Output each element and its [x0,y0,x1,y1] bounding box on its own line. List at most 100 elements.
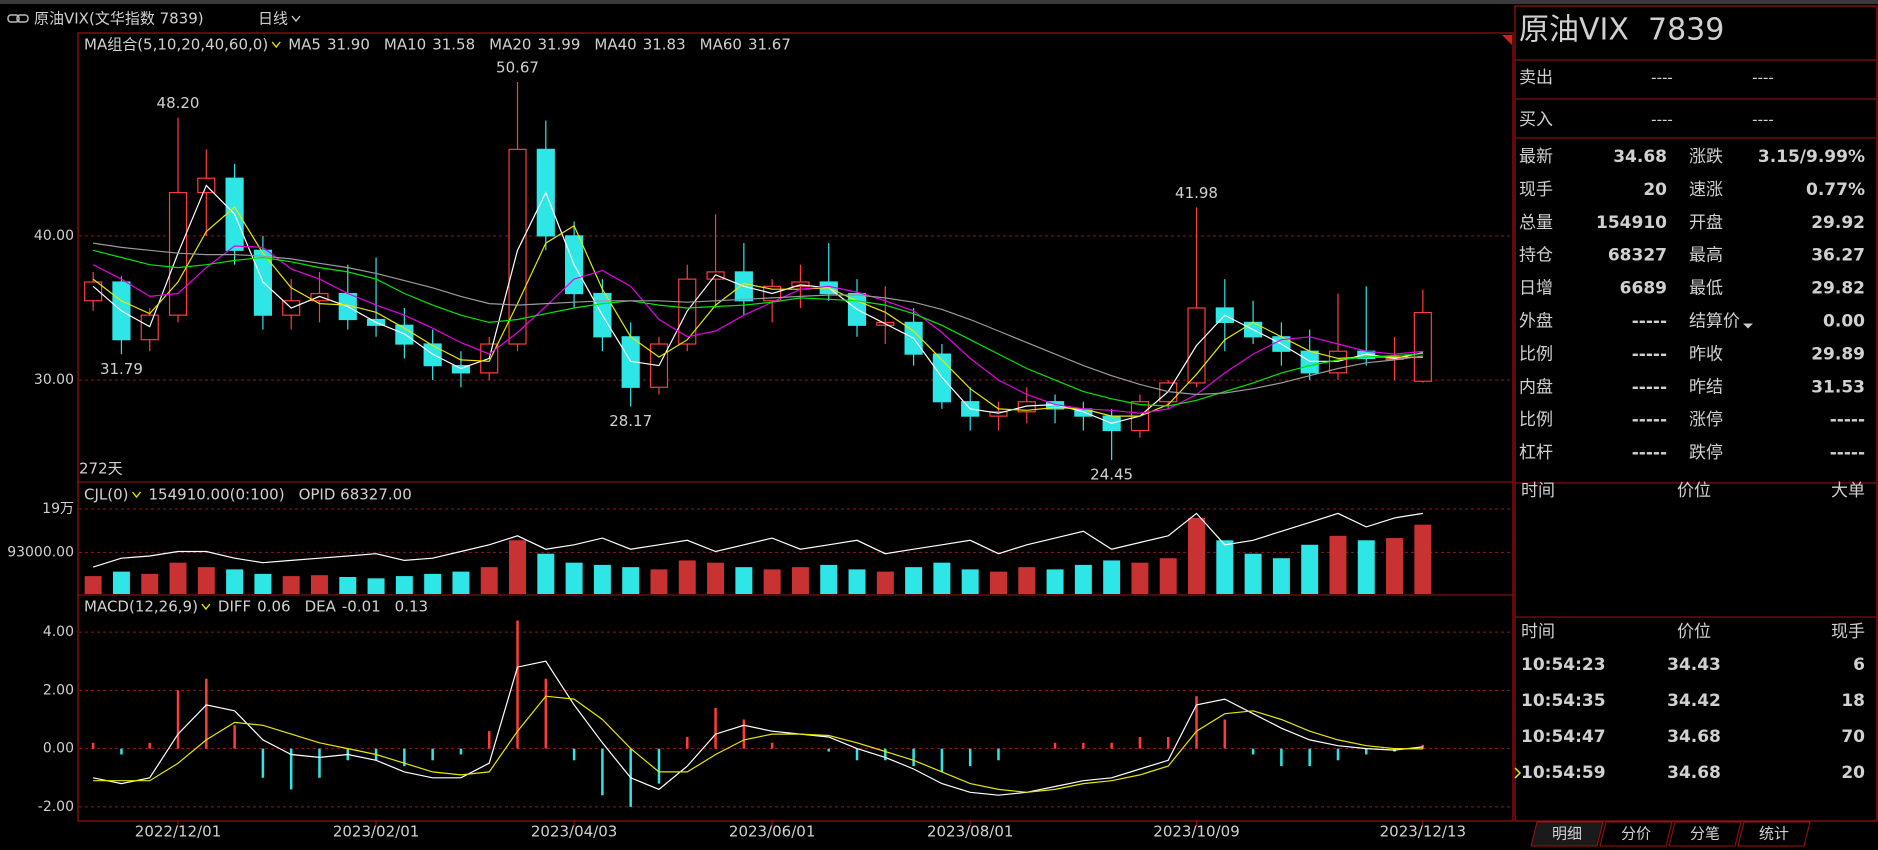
volume-bar [1188,517,1206,594]
volume-bar [1244,553,1262,594]
tab[interactable] [1599,821,1673,847]
quote-value: 6689 [1620,279,1667,299]
legend-name: MA20 [489,36,531,54]
dropdown-arrow[interactable] [1743,323,1753,329]
legend-title: MACD(12,26,9) [84,598,198,616]
quote-label: 杠杆 [1519,443,1553,463]
extreme-label: 48.20 [157,94,200,112]
volume-bar [565,562,583,594]
ma-line [92,206,1423,417]
volume-bar [707,562,725,594]
candle-body [989,411,1008,417]
candle-body [1300,350,1319,374]
x-tick-label: 2023/02/01 [333,823,419,841]
quote-value: 20 [1643,180,1667,200]
volume-bar [593,564,611,594]
quote-label: 外盘 [1519,312,1553,332]
volume-bar [1414,524,1432,594]
bid-ask-label: 卖出 [1519,68,1553,88]
legend-value: 31.83 [643,36,686,54]
volume-bar [1103,560,1121,594]
x-tick-label: 2023/06/01 [729,823,815,841]
extreme-label: 28.17 [609,412,652,430]
quote-label: 跌停 [1689,443,1723,463]
tick-time: 10:54:23 [1521,655,1606,675]
volume-bar [1301,544,1319,594]
quote-value: 0.77% [1806,180,1865,200]
volume-bar [1018,567,1036,594]
tab-label[interactable]: 分笔 [1690,825,1720,843]
volume-bar [1272,558,1290,594]
quote-value: ----- [1830,410,1865,430]
tick-volume: 18 [1841,691,1865,711]
volume-bar [876,571,894,594]
volume-bar [1074,564,1092,594]
column-header: 时间 [1521,622,1555,642]
x-tick-label: 2023/10/09 [1153,823,1239,841]
y-tick-label: -2.00 [38,799,74,815]
quote-value: 29.82 [1811,279,1865,299]
quote-value: ----- [1632,377,1667,397]
candle-body [140,314,159,341]
tick-price: 34.68 [1667,763,1721,783]
quote-value: ----- [1830,443,1865,463]
quote-label: 总量 [1519,213,1553,233]
macd-line [92,660,1423,796]
quote-value: 36.27 [1811,246,1865,266]
quote-value: ----- [1632,344,1667,364]
chevron[interactable] [131,491,142,499]
y-tick-label: 2.00 [43,682,74,698]
bid-ask-volume: ---- [1752,111,1774,129]
quote-label: 速涨 [1689,180,1723,200]
tab[interactable] [1530,821,1604,847]
tick-volume: 6 [1853,655,1865,675]
volume-bar [820,564,838,594]
quote-value: ----- [1632,410,1667,430]
bid-ask-volume: ---- [1752,69,1774,87]
legend-name: MA5 [288,36,321,54]
quote-value: 68327 [1608,246,1667,266]
extreme-label: 24.45 [1090,466,1133,484]
tick-volume: 20 [1841,763,1865,783]
legend-item: OPID 68327.00 [299,486,412,504]
chevron[interactable] [271,41,281,49]
legend-item: 154910.00(0:100) [149,486,285,504]
tab[interactable] [1668,821,1742,847]
legend-name: DIFF [218,598,251,616]
volume-bar [509,540,527,594]
quote-frame [1514,5,1878,822]
volume-bar [1159,558,1177,594]
volume-bar [1386,538,1404,594]
volume-bar [452,571,470,594]
volume-bar [537,553,555,594]
chevron[interactable] [201,603,211,611]
ma-line [92,184,1424,424]
candle-body [1413,311,1432,382]
legend-name: MA10 [384,36,426,54]
period-chevron[interactable] [291,15,301,23]
quote-label: 现手 [1519,180,1553,200]
chart-frame [77,32,1514,822]
x-tick-label: 2022/12/01 [135,823,221,841]
tab-label[interactable]: 明细 [1552,825,1582,843]
tab-label[interactable]: 分价 [1621,825,1651,843]
bid-ask-label: 买入 [1519,110,1553,130]
tab[interactable] [1737,821,1811,847]
y-tick-label: 19万 [42,501,74,517]
candle-body [791,281,810,287]
extreme-label: 41.98 [1175,184,1218,202]
tab-label[interactable]: 统计 [1759,825,1789,843]
volume-bar [961,569,979,594]
candle-body [395,324,414,345]
period-select[interactable]: 日线 [258,10,288,28]
quote-value: 29.89 [1811,344,1865,364]
symbol-title[interactable]: 原油VIX(文华指数 7839) [34,10,204,28]
ma-line [92,245,1423,414]
candle-body [1017,401,1036,413]
y-tick-label: 30.00 [34,372,74,388]
volume-bar [1216,540,1234,594]
legend-name: DEA [305,598,337,616]
volume-bar [763,569,781,594]
column-header: 现手 [1831,622,1865,642]
